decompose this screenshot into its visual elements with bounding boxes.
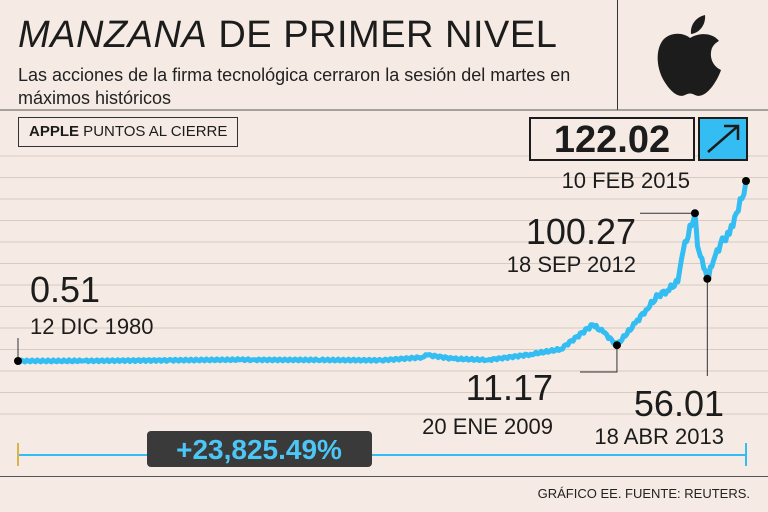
chart-title: MANZANA DE PRIMER NIVEL: [18, 14, 557, 57]
annotation-value: 0.51: [30, 269, 100, 310]
leader-line: [580, 345, 618, 373]
annotation-date: 10 FEB 2015: [562, 168, 690, 193]
series-badge: APPLE PUNTOS AL CIERRE: [18, 117, 239, 147]
annotation-value: 11.17: [466, 367, 553, 408]
annotation-value: 100.27: [526, 211, 636, 252]
annotation-date: 18 ABR 2013: [594, 424, 724, 449]
change-pill: [147, 431, 372, 467]
point-marker: [742, 177, 750, 185]
point-marker: [14, 357, 22, 365]
badge-bold: APPLE: [29, 123, 80, 140]
series-line: [15, 178, 749, 365]
grid-lines: [0, 155, 768, 415]
footer-divider: [0, 476, 768, 477]
annotation-value: 56.01: [634, 383, 724, 424]
value-box: [529, 117, 695, 161]
apple-logo-icon: [657, 15, 721, 96]
arrow-up-glyph: [707, 124, 740, 153]
header-divider: [617, 0, 618, 110]
change-value: +23,825.49%: [176, 434, 342, 465]
title-italic: MANZANA: [18, 14, 208, 56]
point-marker: [612, 341, 621, 350]
annotation-date: 20 ENE 2009: [422, 414, 553, 439]
annotation-date: 18 SEP 2012: [507, 252, 636, 277]
point-marker: [690, 209, 699, 218]
footer-credit: GRÁFICO EE. FUENTE: REUTERS.: [537, 486, 750, 501]
chart-subtitle: Las acciones de la firma tecnológica cer…: [18, 65, 571, 108]
annotation-date: 12 DIC 1980: [30, 314, 154, 339]
title-rest: DE PRIMER NIVEL: [207, 14, 558, 56]
point-marker: [703, 274, 712, 283]
badge-rest: PUNTOS AL CIERRE: [79, 123, 228, 140]
annotation-value: 122.02: [554, 119, 670, 161]
